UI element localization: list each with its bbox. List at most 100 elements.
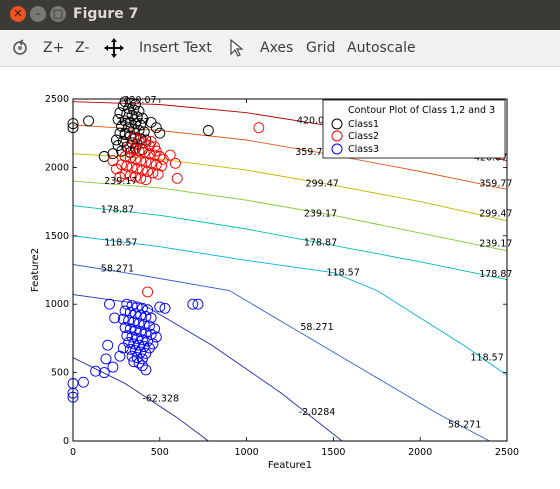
scatter-point <box>128 316 140 328</box>
scatter-point <box>124 323 136 335</box>
scatter-point <box>98 367 110 379</box>
window-title: Figure 7 <box>73 6 139 22</box>
scatter-point <box>135 133 147 145</box>
scatter-point <box>130 324 141 336</box>
scatter-point <box>124 343 136 355</box>
scatter-point <box>169 157 181 169</box>
contour-label: 118.57 <box>104 237 137 248</box>
scatter-point <box>123 122 135 134</box>
window-titlebar: ✕ – □ Figure 7 <box>0 0 560 30</box>
scatter-point <box>114 107 126 119</box>
scatter-point <box>135 172 147 184</box>
scatter-point <box>140 311 152 322</box>
contour-label: 420.07 <box>123 95 156 106</box>
scatter-point <box>133 105 145 117</box>
scatter-point <box>117 313 129 325</box>
scatter-point <box>114 171 126 183</box>
scatter-point <box>143 342 155 354</box>
scatter-point <box>126 350 138 362</box>
insert-text-button[interactable]: Insert Text <box>139 40 212 56</box>
axes-box <box>72 98 508 442</box>
scatter-point <box>112 140 124 151</box>
scatter-point <box>126 331 138 343</box>
contour-line <box>72 264 490 442</box>
contour-label: 118.57 <box>327 268 360 279</box>
scatter-points <box>67 96 265 403</box>
contour-label: -2.0284 <box>299 407 336 418</box>
scatter-point <box>135 119 147 131</box>
scatter-point <box>164 149 176 161</box>
contour-label: 58.271 <box>448 419 481 430</box>
x-tick-label: 1000 <box>235 447 259 458</box>
scatter-point <box>142 335 154 347</box>
scatter-point <box>119 115 131 127</box>
scatter-point <box>135 326 147 338</box>
scatter-point <box>187 298 199 310</box>
scatter-point <box>147 167 159 179</box>
scatter-point <box>98 151 110 162</box>
contour-label: 299.47 <box>479 209 512 220</box>
scatter-point <box>147 338 159 350</box>
window-minimize-button[interactable]: – <box>30 6 46 22</box>
zoom-out-button[interactable]: Z- <box>75 40 90 56</box>
scatter-point <box>107 361 119 373</box>
y-tick-label: 500 <box>51 368 69 379</box>
scatter-point <box>133 134 145 146</box>
contour-label: 359.77 <box>479 179 512 190</box>
scatter-point <box>107 155 119 167</box>
window-maximize-button[interactable]: □ <box>50 6 66 22</box>
contour-label: 239.17 <box>104 176 137 187</box>
scatter-point <box>119 322 131 333</box>
scatter-point <box>128 123 140 135</box>
scatter-point <box>135 309 147 321</box>
y-tick-label: 1000 <box>45 299 69 310</box>
autoscale-button[interactable]: Autoscale <box>347 40 416 56</box>
scatter-point <box>128 131 140 143</box>
y-axis-ticks: 0 500 1000 1500 2000 2500 <box>45 94 507 447</box>
legend-entry-class2: Class2 <box>348 131 379 142</box>
scatter-point <box>83 115 95 127</box>
x-tick-label: 0 <box>70 447 76 458</box>
legend-marker-class2 <box>331 130 343 142</box>
scatter-point <box>121 330 133 342</box>
scatter-point <box>145 312 157 324</box>
scatter-point <box>150 145 162 157</box>
figure-canvas[interactable]: 420.07420.07420.07359.77359.77359.77299.… <box>0 66 560 489</box>
x-tick-label: 2000 <box>408 447 432 458</box>
scatter-point <box>143 320 155 332</box>
scatter-point <box>154 301 166 313</box>
contour-label: 58.271 <box>300 322 333 333</box>
scatter-point <box>130 345 141 357</box>
y-tick-label: 2000 <box>45 162 69 173</box>
scatter-point <box>150 331 162 343</box>
scatter-point <box>157 153 169 165</box>
scatter-point <box>130 118 141 130</box>
legend-title: Contour Plot of Class 1,2 and 3 <box>348 105 495 116</box>
scatter-point <box>131 332 143 344</box>
select-pointer-icon[interactable] <box>228 38 244 58</box>
scatter-point <box>140 327 152 339</box>
rotate-icon[interactable] <box>10 38 30 58</box>
scatter-point <box>123 103 135 115</box>
scatter-point <box>124 170 136 182</box>
contour-line <box>72 124 508 190</box>
scatter-point <box>136 164 148 176</box>
contour-line <box>72 235 508 376</box>
scatter-point <box>133 357 145 369</box>
scatter-point <box>142 286 154 298</box>
figure-toolbar: Z+ Z- Insert Text Axes Grid Autoscale <box>0 30 560 67</box>
contour-labels: 420.07420.07420.07359.77359.77359.77299.… <box>101 95 513 430</box>
zoom-in-button[interactable]: Z+ <box>43 40 65 56</box>
scatter-point <box>123 315 135 327</box>
x-axis-label: Feature1 <box>268 460 312 471</box>
y-tick-label: 1500 <box>45 231 69 242</box>
y-tick-label: 0 <box>63 436 69 447</box>
grid-button[interactable]: Grid <box>306 40 336 56</box>
scatter-point <box>136 112 148 124</box>
scatter-point <box>154 127 166 139</box>
axes-button[interactable]: Axes <box>260 40 294 56</box>
scatter-point <box>119 127 131 139</box>
window-close-button[interactable]: ✕ <box>10 6 26 22</box>
pan-icon[interactable] <box>104 38 124 58</box>
scatter-point <box>136 360 148 372</box>
